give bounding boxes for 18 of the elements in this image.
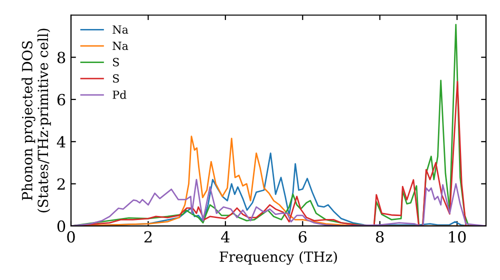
y-tick-label: 0 (57, 220, 66, 232)
x-axis-title: Frequency (THz) (220, 251, 337, 265)
legend-label: Pd (112, 90, 126, 99)
y-tick-label: 8 (57, 52, 66, 64)
x-tick-label: 0 (67, 231, 75, 243)
x-tick-label: 6 (298, 231, 307, 243)
y-tick-label: 6 (57, 94, 66, 106)
legend-label: S (113, 74, 119, 83)
legend-label: Na (112, 42, 128, 50)
y-tick-label: 2 (57, 178, 65, 190)
y-axis-title: Phonon projected DOS (States/THz·primitive cell) (22, 28, 51, 212)
legend-label: S (113, 58, 119, 66)
x-tick-label: 8 (376, 231, 384, 243)
y-tick-label: 4 (56, 136, 66, 148)
x-tick-label: 4 (221, 231, 230, 242)
legend-label: Na (112, 25, 128, 34)
x-tick-label: 2 (144, 231, 152, 242)
x-tick-label: 10 (449, 231, 466, 243)
